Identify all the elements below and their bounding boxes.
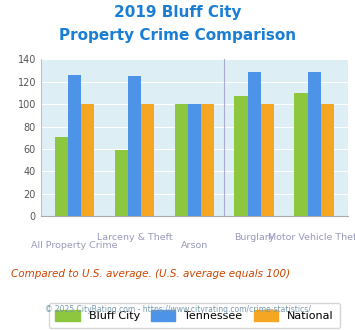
Bar: [81, 104, 94, 216]
Text: Arson: Arson: [181, 241, 208, 250]
Bar: [261, 104, 274, 216]
Bar: [188, 104, 201, 216]
Bar: [201, 104, 214, 216]
Bar: [307, 72, 321, 216]
Bar: [248, 72, 261, 216]
Bar: [321, 104, 334, 216]
Text: 2019 Bluff City: 2019 Bluff City: [114, 5, 241, 20]
Text: Larceny & Theft: Larceny & Theft: [97, 233, 172, 242]
Text: Compared to U.S. average. (U.S. average equals 100): Compared to U.S. average. (U.S. average …: [11, 269, 290, 279]
Bar: [294, 93, 307, 216]
Bar: [141, 104, 154, 216]
Text: Property Crime Comparison: Property Crime Comparison: [59, 28, 296, 43]
Bar: [175, 104, 188, 216]
Text: © 2025 CityRating.com - https://www.cityrating.com/crime-statistics/: © 2025 CityRating.com - https://www.city…: [45, 305, 310, 314]
Text: Motor Vehicle Theft: Motor Vehicle Theft: [268, 233, 355, 242]
Bar: [235, 96, 248, 216]
Legend: Bluff City, Tennessee, National: Bluff City, Tennessee, National: [49, 303, 340, 328]
Bar: [68, 75, 81, 216]
Bar: [115, 150, 128, 216]
Bar: [55, 137, 68, 216]
Text: All Property Crime: All Property Crime: [31, 241, 118, 250]
Text: Burglary: Burglary: [234, 233, 274, 242]
Bar: [128, 76, 141, 216]
